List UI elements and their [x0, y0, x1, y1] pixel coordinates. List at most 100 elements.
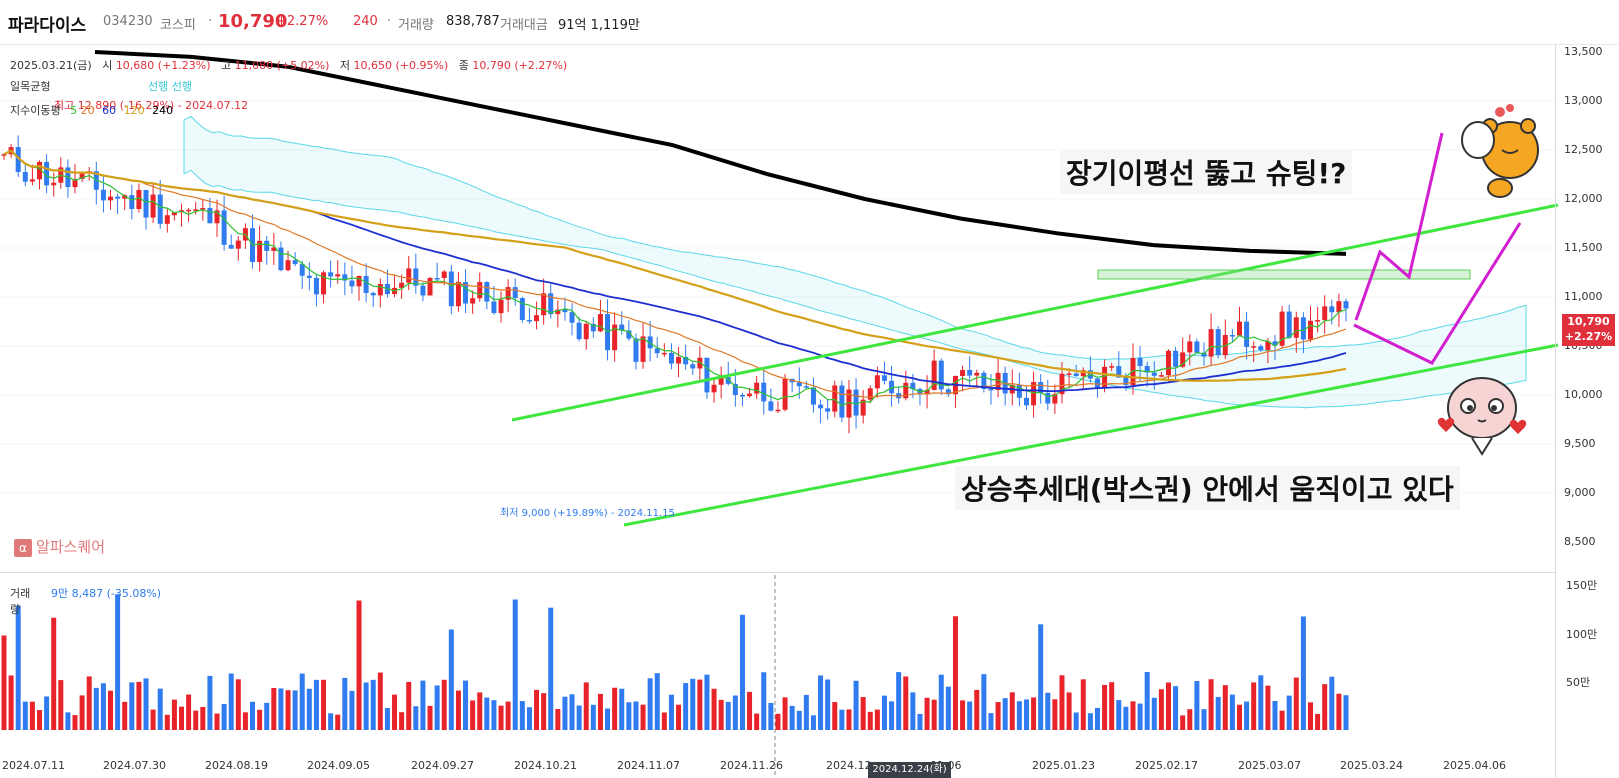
- candle-body: [207, 208, 213, 224]
- volume-bar: [803, 694, 809, 730]
- volume-bar: [463, 680, 469, 730]
- candle-body: [1, 154, 7, 156]
- candle-body: [477, 282, 483, 299]
- volume-bar: [399, 712, 405, 730]
- candle-body: [732, 383, 738, 396]
- candle-body: [612, 324, 618, 351]
- current-price-tag: 10,790 +2.27%: [1562, 314, 1615, 346]
- volume-bar: [44, 696, 50, 730]
- volume-bar: [1272, 701, 1278, 730]
- volume-bar: [761, 672, 767, 730]
- candle-body: [1336, 301, 1342, 313]
- volume-bar: [881, 695, 887, 730]
- volume-bar: [981, 674, 987, 730]
- candle-body: [967, 369, 973, 376]
- candle-body: [839, 385, 845, 418]
- candle-body: [526, 320, 532, 322]
- volume-bar: [455, 690, 461, 730]
- volume-bar: [221, 703, 227, 730]
- volume-bar: [363, 682, 369, 730]
- candle-body: [214, 210, 220, 224]
- candle-body: [1315, 320, 1321, 322]
- candle-body: [548, 293, 554, 315]
- volume-bar: [427, 705, 433, 730]
- cloud-area: [183, 115, 1527, 409]
- date-tick-label: 2025.03.07: [1238, 759, 1301, 772]
- date-tick-label: 2024.07.30: [103, 759, 166, 772]
- volume-bar: [384, 708, 390, 730]
- volume-bar: [1300, 616, 1306, 730]
- candle-body: [832, 385, 838, 412]
- volume-bar: [406, 681, 412, 730]
- low-value: 10,650 (+0.95%): [353, 59, 449, 72]
- candle-body: [1094, 378, 1100, 389]
- volume-bar: [129, 682, 135, 730]
- volume-bar: [633, 701, 639, 730]
- candle-body: [1286, 311, 1292, 338]
- volume-bar: [143, 678, 149, 730]
- annotation-shapes: [511, 132, 1559, 527]
- open-label: 시: [102, 59, 113, 72]
- volume-bar: [605, 708, 611, 730]
- volume-bar: [1116, 700, 1122, 730]
- candle-body: [1109, 366, 1115, 368]
- volume-bars: [1, 594, 1349, 730]
- candle-body: [1279, 311, 1285, 346]
- candle-body: [1073, 373, 1079, 377]
- candle-body: [1137, 358, 1143, 366]
- volume-bar: [512, 599, 518, 730]
- date-tick-label: 2025.02.17: [1135, 759, 1198, 772]
- candle-body: [1173, 350, 1179, 367]
- candle-body: [569, 312, 575, 323]
- volume-bar: [321, 679, 327, 730]
- volume-bar: [72, 715, 78, 730]
- candle-body: [988, 388, 994, 391]
- candle-body: [945, 389, 951, 395]
- candle-body: [576, 322, 582, 340]
- volume-bar: [100, 683, 106, 730]
- candle-body: [1080, 370, 1086, 377]
- candle-body: [853, 389, 859, 416]
- ichimoku-label[interactable]: 일목균형: [10, 80, 51, 93]
- candle-body: [690, 364, 696, 369]
- volume-bar: [441, 679, 447, 730]
- candle-body: [874, 375, 880, 389]
- candle-body: [512, 287, 518, 299]
- candle-body: [349, 280, 355, 287]
- volume-bar: [732, 695, 738, 730]
- volume-bar: [519, 701, 525, 730]
- axis-separator: [1555, 44, 1556, 778]
- candle-body: [534, 315, 540, 322]
- market-name: 코스피: [160, 18, 196, 33]
- volume-bar: [1137, 703, 1143, 730]
- candle-body: [583, 323, 589, 340]
- candle-body: [619, 324, 625, 331]
- candle-body: [825, 408, 831, 412]
- date-tick-label: 2024.11.26: [720, 759, 783, 772]
- volume-bar: [1293, 677, 1299, 730]
- candle-body: [1059, 373, 1065, 395]
- volume-bar: [747, 691, 753, 730]
- ma-label-row[interactable]: 지수이동평 5 20 60 120 240: [10, 102, 173, 118]
- candle-body: [505, 287, 511, 300]
- candle-body: [484, 282, 490, 302]
- price-tag-change: +2.27%: [1564, 330, 1613, 343]
- volume-bar: [867, 711, 873, 730]
- volume-bar: [739, 614, 745, 730]
- stock-name[interactable]: 파라다이스: [8, 16, 87, 36]
- volume-bar: [555, 709, 561, 730]
- ichimoku-lead-label: 선행 선행: [148, 80, 192, 93]
- candle-body: [1258, 346, 1264, 351]
- price-tick-label: 13,500: [1564, 45, 1603, 58]
- date-tick-label: 2024.10.21: [514, 759, 577, 772]
- volume-bar: [1208, 679, 1214, 730]
- candle-body: [1116, 366, 1122, 378]
- candle-body: [157, 194, 163, 224]
- volume-bar: [1059, 675, 1065, 730]
- volume-bar: [335, 714, 341, 730]
- volume-bar: [945, 686, 951, 730]
- volume-bar: [484, 697, 490, 730]
- candle-body: [590, 323, 596, 332]
- volume-bar: [768, 702, 774, 730]
